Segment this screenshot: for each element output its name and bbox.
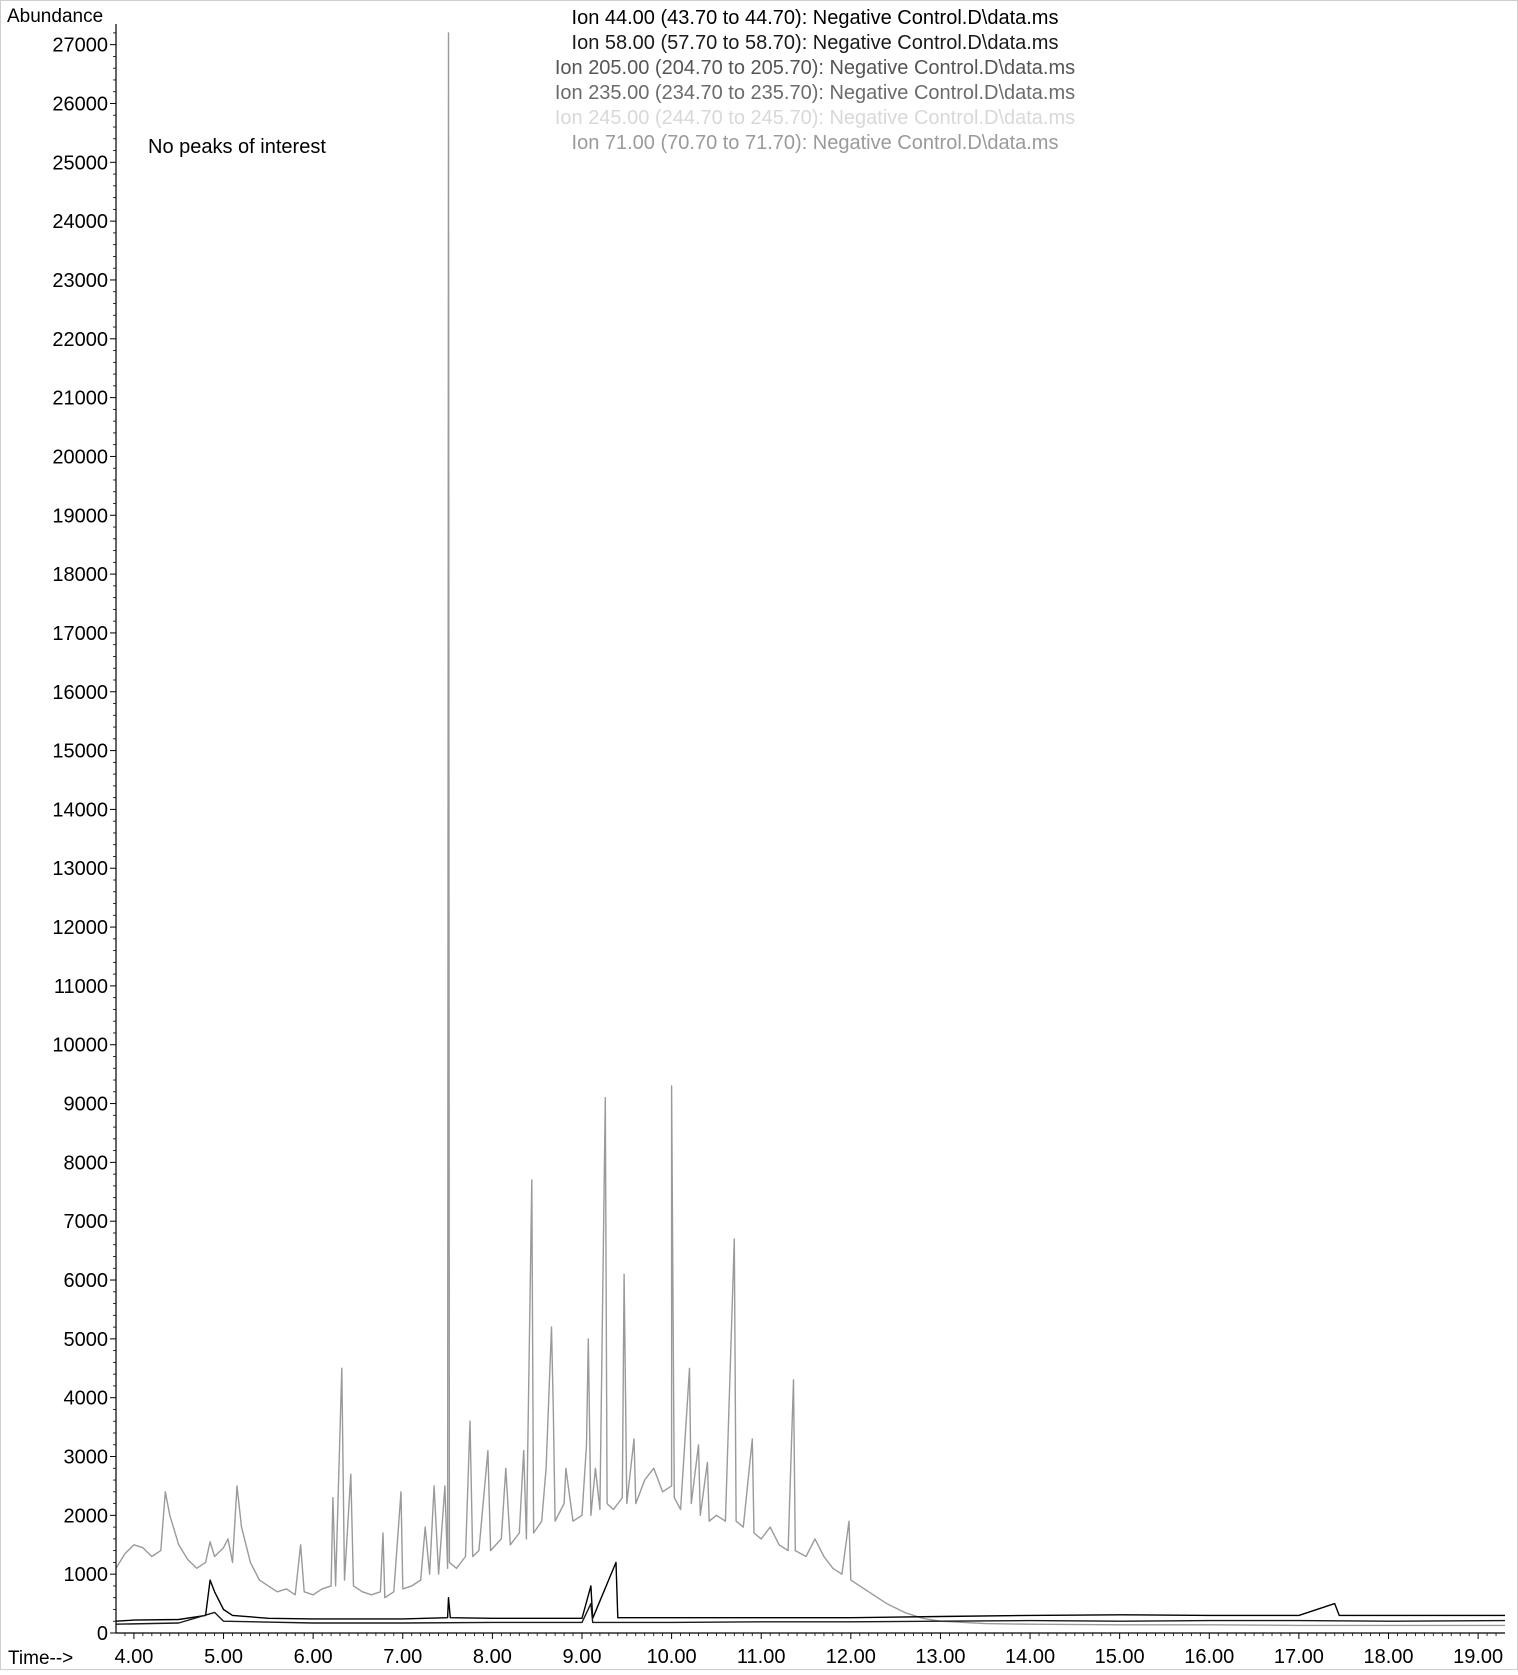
y-tick-label: 9000 <box>64 1094 109 1116</box>
x-tick-label: 11.00 <box>737 1646 786 1668</box>
x-tick-label: 16.00 <box>1184 1646 1234 1668</box>
y-tick-label: 4000 <box>64 1388 109 1410</box>
legend-entry: Ion 71.00 (70.70 to 71.70): Negative Con… <box>572 132 1059 154</box>
x-tick-label: 19.00 <box>1453 1646 1503 1668</box>
y-tick-label: 14000 <box>52 799 108 821</box>
y-tick-label: 17000 <box>52 623 108 645</box>
y-tick-label: 11000 <box>54 976 108 998</box>
y-tick-label: 21000 <box>52 388 108 410</box>
x-axis-label: Time--> <box>8 1648 73 1669</box>
legend-entry: Ion 58.00 (57.70 to 58.70): Negative Con… <box>572 32 1059 54</box>
legend-entry: Ion 245.00 (244.70 to 245.70): Negative … <box>555 107 1075 129</box>
y-tick-label: 16000 <box>52 682 108 704</box>
x-tick-label: 14.00 <box>1005 1646 1055 1668</box>
y-tick-label: 1000 <box>64 1564 109 1586</box>
y-tick-label: 6000 <box>64 1270 109 1292</box>
y-axis-label: Abundance <box>7 6 103 27</box>
y-tick-label: 20000 <box>52 446 108 468</box>
y-tick-label: 8000 <box>64 1152 109 1174</box>
y-tick-label: 7000 <box>64 1211 109 1233</box>
x-tick-label: 13.00 <box>915 1646 965 1668</box>
x-tick-label: 12.00 <box>826 1646 876 1668</box>
y-tick-label: 24000 <box>52 211 108 233</box>
y-tick-label: 22000 <box>52 329 108 351</box>
y-tick-label: 18000 <box>52 564 108 586</box>
y-tick-label: 25000 <box>52 152 108 174</box>
legend-entry: Ion 235.00 (234.70 to 235.70): Negative … <box>555 82 1075 104</box>
y-tick-label: 12000 <box>52 917 108 939</box>
y-tick-label: 5000 <box>64 1329 109 1351</box>
y-tick-label: 0 <box>97 1623 108 1645</box>
y-tick-label: 27000 <box>52 35 108 57</box>
y-tick-label: 15000 <box>52 741 108 763</box>
legend-entry: Ion 44.00 (43.70 to 44.70): Negative Con… <box>572 7 1059 29</box>
x-tick-label: 17.00 <box>1274 1646 1324 1668</box>
x-tick-label: 9.00 <box>563 1646 602 1668</box>
x-tick-label: 6.00 <box>294 1646 333 1668</box>
x-tick-label: 8.00 <box>473 1646 512 1668</box>
series-line-1 <box>115 1561 1505 1622</box>
x-tick-label: 15.00 <box>1095 1646 1145 1668</box>
y-tick-label: 10000 <box>52 1035 108 1057</box>
x-tick-label: 4.00 <box>114 1646 153 1668</box>
y-tick-label: 23000 <box>52 270 108 292</box>
axes-layer: 0 1000 2000 3000 4000 5000 6000 7000 8000 9000 100… <box>52 24 1505 1668</box>
x-tick-label: 10.00 <box>647 1646 697 1668</box>
x-tick-label: 18.00 <box>1363 1646 1413 1668</box>
y-tick-label: 19000 <box>52 505 108 527</box>
series-line-0 <box>115 32 1505 1627</box>
no-peaks-annotation: No peaks of interest <box>148 136 326 158</box>
x-tick-label: 5.00 <box>204 1646 243 1668</box>
x-tick-label: 7.00 <box>383 1646 422 1668</box>
y-tick-label: 26000 <box>52 93 108 115</box>
y-tick-label: 2000 <box>64 1505 109 1527</box>
legend-entry: Ion 205.00 (204.70 to 205.70): Negative … <box>555 57 1075 79</box>
series-layer <box>115 32 1506 1627</box>
series-line-2 <box>115 1602 1506 1625</box>
y-tick-label: 13000 <box>52 858 108 880</box>
legend: Ion 44.00 (43.70 to 44.70): Negative Con… <box>555 7 1075 154</box>
y-tick-label: 3000 <box>64 1447 109 1469</box>
